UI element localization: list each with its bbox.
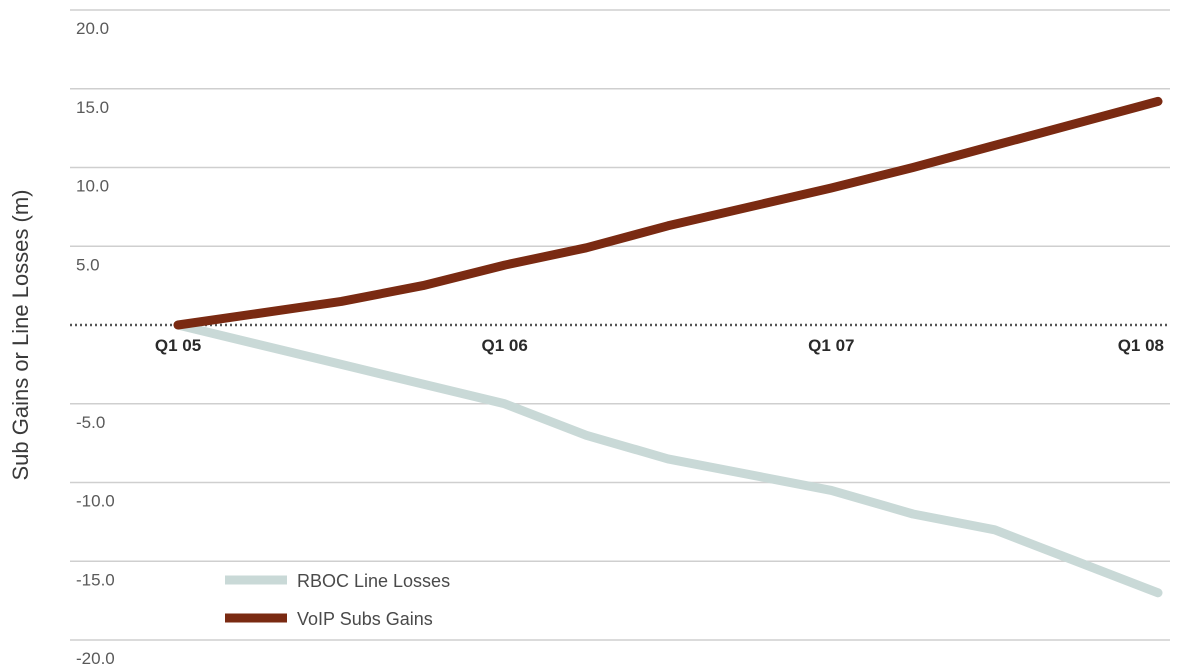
y-tick-label: -15.0 bbox=[76, 570, 115, 589]
gridlines bbox=[70, 9, 1170, 641]
y-tick-label: 15.0 bbox=[76, 98, 109, 117]
series-line-rboc-line-losses bbox=[173, 320, 1163, 598]
y-tick-label: -20.0 bbox=[76, 649, 115, 668]
y-axis-ticks: 20.0 15.0 10.0 5.0 -5.0 -10.0 -15.0 -20.0 bbox=[76, 19, 115, 668]
y-axis-label: Sub Gains or Line Losses (m) bbox=[8, 189, 33, 480]
legend-label: VoIP Subs Gains bbox=[297, 609, 433, 629]
x-tick-label: Q1 05 bbox=[155, 336, 201, 355]
series-lines bbox=[173, 96, 1163, 598]
y-tick-label: 20.0 bbox=[76, 19, 109, 38]
y-tick-label: -10.0 bbox=[76, 492, 115, 511]
y-tick-label: 5.0 bbox=[76, 255, 100, 274]
series-line-voip-subs-gains bbox=[173, 96, 1163, 330]
y-tick-label: 10.0 bbox=[76, 177, 109, 196]
x-tick-label: Q1 07 bbox=[808, 336, 854, 355]
y-tick-label: -5.0 bbox=[76, 413, 105, 432]
x-tick-label: Q1 06 bbox=[482, 336, 528, 355]
x-axis-ticks: Q1 05 Q1 06 Q1 07 Q1 08 bbox=[155, 336, 1164, 355]
legend: RBOC Line Losses VoIP Subs Gains bbox=[225, 571, 450, 629]
x-tick-label: Q1 08 bbox=[1118, 336, 1164, 355]
legend-label: RBOC Line Losses bbox=[297, 571, 450, 591]
